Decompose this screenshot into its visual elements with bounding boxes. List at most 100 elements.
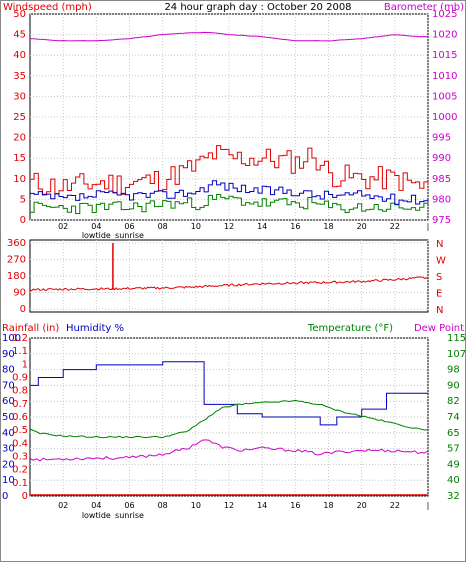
temperature-tick-label: 49 xyxy=(447,459,460,470)
x-tick-label: | xyxy=(427,222,430,231)
barometer-line xyxy=(30,31,429,42)
barometer-tick-label: 1000 xyxy=(432,112,457,123)
x-tick-label: 22 xyxy=(390,501,400,510)
barometer-axis-label: Barometer (mb) xyxy=(384,2,464,13)
x-tick-label: 18 xyxy=(323,501,333,510)
direction-tick-label: 90 xyxy=(13,288,26,299)
x-tick-label: 16 xyxy=(290,501,300,510)
compass-tick-label: N xyxy=(436,305,443,316)
windspeed-tick-label: 25 xyxy=(13,112,26,123)
x-tick-label: 22 xyxy=(390,222,400,231)
rainfall-tick-label: 0.9 xyxy=(12,373,28,384)
compass-tick-label: W xyxy=(436,256,446,267)
humidity-tick-label: 60 xyxy=(2,396,15,407)
humidity-tick-label: 70 xyxy=(2,380,15,391)
event-label: sunrise xyxy=(115,231,144,240)
barometer-tick-label: 1010 xyxy=(432,71,457,82)
temperature-line xyxy=(29,399,429,439)
barometer-tick-label: 1020 xyxy=(432,30,457,41)
humidity-tick-label: 40 xyxy=(2,428,15,439)
wind-gust-line xyxy=(30,145,429,195)
humidity-tick-label: 20 xyxy=(2,459,15,470)
rainfall-tick-label: 0.4 xyxy=(12,438,28,449)
rainfall-tick-label: 0.6 xyxy=(12,412,28,423)
dewpoint-axis-label: Dew Point xyxy=(414,323,464,334)
compass-tick-label: E xyxy=(436,289,442,300)
direction-tick-label: 180 xyxy=(7,271,26,282)
rainfall-tick-label: 0.1 xyxy=(12,478,28,489)
rainfall-tick-label: 0.2 xyxy=(12,465,28,476)
barometer-tick-label: 990 xyxy=(432,153,451,164)
temperature-tick-label: 98 xyxy=(447,365,460,376)
x-tick-label: 04 xyxy=(91,222,101,231)
x-tick-label: 04 xyxy=(91,501,101,510)
temperature-tick-label: 74 xyxy=(447,412,460,423)
temperature-tick-label: 82 xyxy=(447,396,460,407)
panel-wind-barometer: 0510152025303540455097598098599099510001… xyxy=(13,9,457,240)
barometer-tick-label: 1015 xyxy=(432,50,457,61)
event-label: lowtide xyxy=(82,511,111,520)
x-tick-label: 16 xyxy=(290,222,300,231)
rainfall-tick-label: 0.3 xyxy=(12,452,28,463)
x-tick-label: 20 xyxy=(357,501,367,510)
x-tick-label: 08 xyxy=(158,222,168,231)
barometer-tick-label: 1005 xyxy=(432,91,457,102)
event-label: sunrise xyxy=(115,511,144,520)
humidity-axis-label: Humidity % xyxy=(66,323,124,334)
humidity-tick-label: 100 xyxy=(2,333,21,344)
windspeed-tick-label: 50 xyxy=(13,9,26,20)
barometer-tick-label: 975 xyxy=(432,215,451,226)
windspeed-tick-label: 45 xyxy=(13,30,26,41)
x-tick-label: 12 xyxy=(224,501,234,510)
humidity-tick-label: 90 xyxy=(2,349,15,360)
temperature-tick-label: 57 xyxy=(447,444,460,455)
temperature-tick-label: 32 xyxy=(447,491,460,502)
x-tick-label: 20 xyxy=(357,222,367,231)
humidity-tick-label: 10 xyxy=(2,475,15,486)
dewpoint-line xyxy=(29,439,429,462)
x-tick-label: 14 xyxy=(257,501,267,510)
panel-humidity-temperature: 0 10 20 30 40 50 60 70 80 90 100 0 0.1 0.2 0.3 0.4 0.5 0.… xyxy=(2,333,466,520)
humidity-tick-label: 80 xyxy=(2,365,15,376)
windspeed-tick-label: 15 xyxy=(13,153,26,164)
x-tick-label: 06 xyxy=(124,222,134,231)
x-tick-label: 10 xyxy=(191,501,201,510)
x-tick-label: 12 xyxy=(224,222,234,231)
windspeed-tick-label: 35 xyxy=(13,71,26,82)
humidity-tick-label: 50 xyxy=(2,412,15,423)
temperature-tick-label: 65 xyxy=(447,428,460,439)
temperature-axis-label: Temperature (°F) xyxy=(307,323,393,334)
temperature-tick-label: 115 xyxy=(447,333,466,344)
windspeed-tick-label: 5 xyxy=(20,194,26,205)
event-label: lowtide xyxy=(82,231,111,240)
windspeed-tick-label: 0 xyxy=(20,215,26,226)
x-tick-label: 18 xyxy=(323,222,333,231)
temperature-tick-label: 107 xyxy=(447,349,466,360)
rainfall-tick-label: 0.8 xyxy=(12,386,28,397)
humidity-tick-label: 30 xyxy=(2,444,15,455)
rainfall-tick-label: 0.7 xyxy=(12,399,28,410)
compass-tick-label: N xyxy=(436,239,443,250)
rainfall-tick-label: 1 xyxy=(22,359,28,370)
direction-tick-label: 0 xyxy=(20,304,26,315)
rainfall-tick-label: 0.5 xyxy=(12,425,28,436)
x-tick-label: 10 xyxy=(191,222,201,231)
windspeed-axis-label: Windspeed (mph) xyxy=(3,2,92,13)
windspeed-tick-label: 10 xyxy=(13,174,26,185)
temperature-tick-label: 40 xyxy=(447,475,460,486)
direction-tick-label: 270 xyxy=(7,255,26,266)
barometer-tick-label: 1025 xyxy=(432,9,457,20)
wind-direction-line xyxy=(29,276,429,292)
wind-average-line xyxy=(30,180,429,205)
temperature-tick-label: 90 xyxy=(447,380,460,391)
x-tick-label: 02 xyxy=(58,501,68,510)
barometer-tick-label: 995 xyxy=(432,133,451,144)
x-tick-label: 14 xyxy=(257,222,267,231)
wind-low-line xyxy=(30,194,429,214)
x-tick-label: 08 xyxy=(158,501,168,510)
rainfall-axis-label: Rainfall (in) xyxy=(2,323,59,334)
